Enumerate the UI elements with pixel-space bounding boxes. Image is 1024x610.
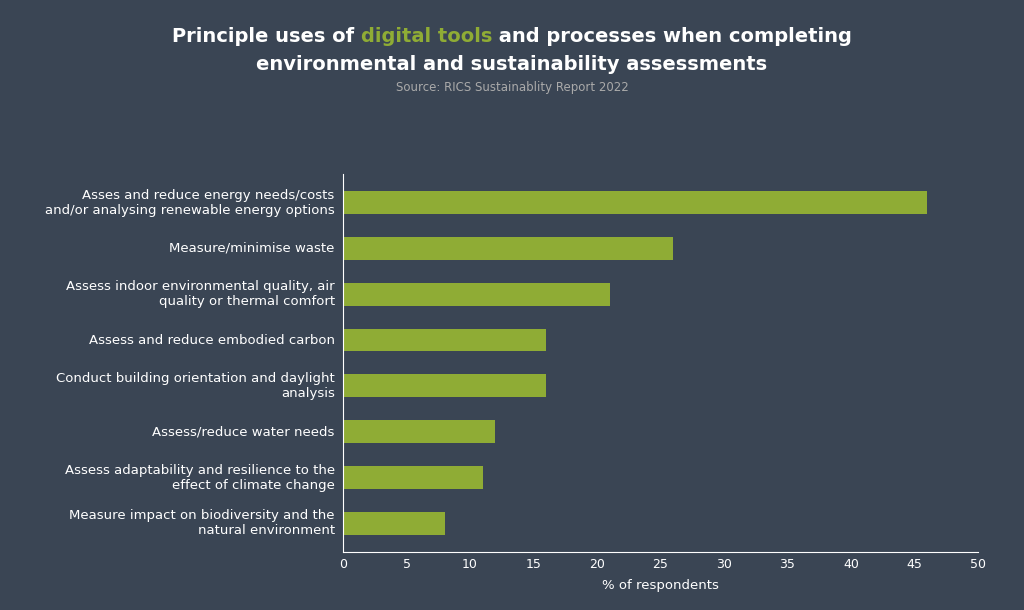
Bar [343, 191, 927, 214]
Bar [343, 512, 444, 535]
Bar [343, 466, 482, 489]
Bar [343, 329, 546, 351]
Bar [343, 375, 546, 397]
Bar [343, 420, 496, 443]
Bar [343, 237, 673, 260]
Text: and processes when completing: and processes when completing [493, 27, 852, 46]
Text: Principle uses of: Principle uses of [172, 27, 360, 46]
Text: environmental and sustainability assessments: environmental and sustainability assessm… [256, 55, 768, 74]
Text: digital tools: digital tools [360, 27, 493, 46]
X-axis label: % of respondents: % of respondents [602, 579, 719, 592]
Bar [343, 282, 609, 306]
Text: Source: RICS Sustainablity Report 2022: Source: RICS Sustainablity Report 2022 [395, 81, 629, 93]
